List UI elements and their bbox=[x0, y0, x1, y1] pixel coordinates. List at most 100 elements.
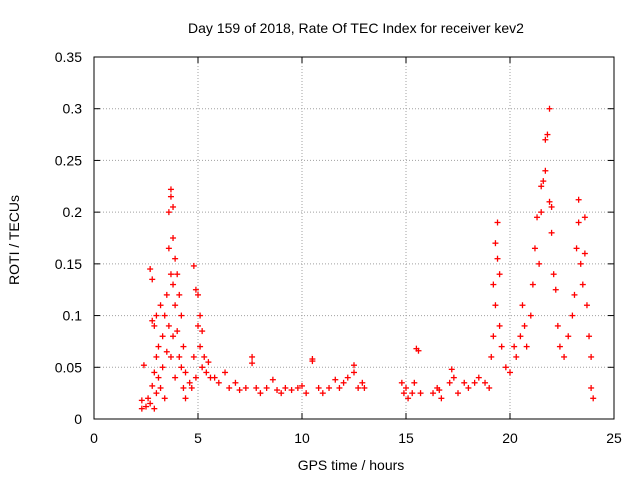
plot-frame bbox=[93, 56, 615, 420]
data-point bbox=[355, 384, 362, 391]
data-point bbox=[590, 395, 597, 402]
data-point bbox=[140, 362, 147, 369]
data-point bbox=[176, 353, 183, 360]
data-point bbox=[521, 322, 528, 329]
data-point bbox=[249, 353, 256, 360]
data-point bbox=[151, 405, 158, 412]
y-tick-label: 0.3 bbox=[63, 101, 83, 117]
data-point bbox=[178, 364, 185, 371]
data-point bbox=[552, 286, 559, 293]
data-point bbox=[172, 302, 179, 309]
data-point bbox=[351, 362, 357, 369]
data-point bbox=[174, 328, 181, 335]
y-tick-label: 0.15 bbox=[55, 256, 82, 272]
data-point bbox=[138, 397, 145, 404]
data-point bbox=[502, 364, 509, 371]
data-point bbox=[190, 353, 197, 360]
data-point bbox=[195, 322, 201, 329]
data-point bbox=[226, 384, 233, 391]
data-point bbox=[438, 395, 445, 402]
data-point bbox=[538, 183, 545, 190]
data-point bbox=[167, 271, 174, 278]
data-point bbox=[496, 271, 503, 278]
data-point bbox=[145, 395, 152, 402]
y-tick-label: 0.35 bbox=[55, 49, 82, 65]
data-point bbox=[172, 255, 179, 262]
data-point bbox=[253, 384, 260, 391]
data-point bbox=[167, 193, 174, 200]
data-point bbox=[165, 209, 172, 216]
data-point bbox=[199, 328, 206, 335]
data-point bbox=[534, 214, 541, 221]
data-point bbox=[149, 382, 156, 389]
data-point bbox=[556, 343, 563, 350]
data-point bbox=[294, 384, 301, 391]
data-point bbox=[542, 167, 549, 174]
data-point bbox=[575, 219, 582, 226]
ticks: 0 5 10 15 20 25 0 0.05 0.1 0.15 0.2 0.25 0.3 0.35 bbox=[55, 49, 622, 446]
data-point bbox=[195, 291, 201, 298]
data-point bbox=[151, 369, 158, 376]
data-point bbox=[182, 369, 189, 376]
data-point bbox=[326, 384, 333, 391]
data-point bbox=[482, 379, 489, 386]
data-point bbox=[232, 379, 239, 386]
data-point bbox=[492, 240, 499, 247]
grid bbox=[94, 57, 614, 419]
data-point bbox=[579, 281, 586, 288]
y-tick-label: 0.25 bbox=[55, 152, 82, 168]
data-point bbox=[170, 235, 177, 241]
data-point bbox=[178, 312, 185, 319]
data-point bbox=[182, 395, 189, 402]
data-point bbox=[157, 384, 164, 391]
x-tick-label: 10 bbox=[294, 430, 310, 446]
data-point bbox=[257, 390, 264, 397]
data-point bbox=[398, 379, 405, 386]
data-point bbox=[163, 291, 170, 298]
x-tick-label: 15 bbox=[398, 430, 414, 446]
data-point bbox=[205, 359, 212, 366]
data-point bbox=[455, 390, 461, 397]
data-point bbox=[450, 374, 457, 381]
data-point bbox=[490, 333, 497, 340]
data-point bbox=[486, 384, 493, 391]
data-point bbox=[163, 348, 170, 355]
data-point bbox=[583, 302, 590, 309]
data-point bbox=[529, 281, 536, 288]
data-point bbox=[170, 203, 177, 210]
data-point bbox=[138, 405, 145, 412]
data-point bbox=[461, 379, 468, 386]
data-point bbox=[143, 403, 149, 410]
data-point bbox=[538, 209, 545, 216]
data-point bbox=[149, 317, 156, 324]
data-point bbox=[147, 400, 154, 407]
data-point bbox=[147, 266, 154, 273]
data-point bbox=[153, 353, 160, 360]
data-point bbox=[546, 105, 553, 112]
data-point bbox=[161, 395, 168, 402]
y-tick-label: 0 bbox=[74, 411, 82, 427]
data-point bbox=[199, 364, 206, 371]
data-point bbox=[319, 390, 326, 397]
data-point bbox=[496, 322, 503, 329]
data-point bbox=[351, 369, 357, 376]
data-point bbox=[361, 384, 368, 391]
data-point bbox=[554, 322, 561, 329]
data-point bbox=[269, 376, 276, 383]
data-point bbox=[197, 312, 204, 319]
data-point bbox=[236, 387, 243, 394]
data-point bbox=[153, 312, 160, 319]
data-point bbox=[359, 379, 366, 386]
data-point bbox=[588, 384, 595, 391]
data-point bbox=[159, 333, 166, 340]
data-point bbox=[157, 302, 164, 309]
data-point bbox=[588, 353, 595, 360]
data-point bbox=[417, 390, 424, 397]
data-point bbox=[436, 387, 443, 394]
data-point bbox=[282, 384, 289, 391]
chart-title: Day 159 of 2018, Rate Of TEC Index for r… bbox=[188, 20, 524, 36]
y-axis-label: ROTI / TECUs bbox=[6, 195, 22, 285]
data-point bbox=[548, 229, 555, 236]
data-point bbox=[511, 343, 518, 350]
data-point bbox=[446, 379, 453, 386]
